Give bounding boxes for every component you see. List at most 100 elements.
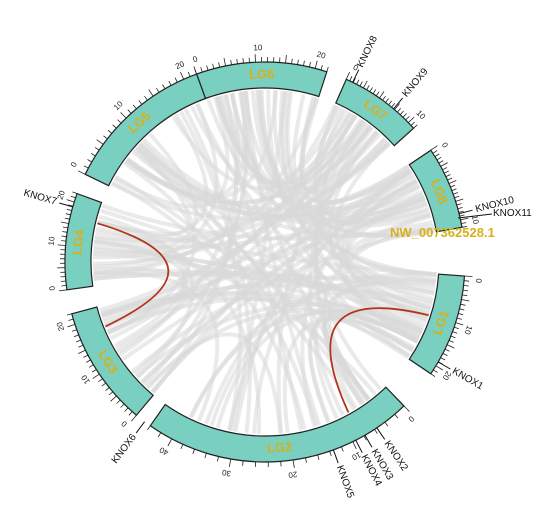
tick-mark [66,199,75,203]
tick-label: 10 [350,450,362,462]
tick-label: 20 [55,320,66,332]
tick-mark [369,87,373,92]
gene-tick [332,449,339,464]
tick-mark [83,165,89,169]
tick-mark [88,364,94,368]
tick-mark [297,59,299,65]
segment-band [71,306,155,417]
tick-label: 0 [440,141,450,150]
tick-label: 20 [316,50,327,61]
tick-mark [309,62,311,68]
tick-mark [148,89,154,97]
synteny-link [209,272,437,427]
tick-mark [460,217,469,221]
tick-mark [65,213,71,216]
scaffold-label: NW_007362528.1 [390,225,495,240]
tick-mark [236,58,238,64]
synteny-link [95,226,188,348]
synteny-link [339,179,419,344]
tick-mark [98,378,103,382]
tick-mark [212,63,215,69]
synteny-link [131,91,247,197]
tick-mark [58,289,67,292]
tick-mark [457,207,463,210]
tick-mark [453,326,459,330]
tick-mark [405,116,410,121]
tick-mark [223,58,226,66]
tick-mark [124,407,129,412]
tick-label: 0 [47,285,57,291]
tick-mark [442,167,448,171]
tick-mark [292,459,295,468]
tick-mark [305,457,307,463]
tick-mark [96,139,104,145]
tick-mark [363,435,367,441]
tick-mark [157,432,162,438]
tick-mark [456,317,462,320]
synteny-link [126,90,278,200]
tick-mark [399,110,404,115]
tick-mark [144,95,148,101]
tick-mark [410,121,415,126]
tick-mark [86,359,91,363]
highlighted-link [329,307,429,413]
gene-label-knox1: KNOX1 [450,366,485,393]
gene-label-knox6: KNOX6 [110,432,139,466]
gene-label-knox11: KNOX11 [493,208,532,219]
tick-mark [372,89,377,94]
tick-mark [62,231,68,233]
gene-label-knox9: KNOX9 [400,66,430,99]
tick-mark [138,100,143,105]
synteny-link [250,90,435,297]
tick-mark [92,373,100,379]
tick-mark [440,357,446,361]
segment-band [64,192,103,291]
tick-mark [375,91,380,97]
tick-label: 10 [47,236,57,246]
tick-mark [432,150,438,154]
tick-mark [314,60,318,69]
tick-mark [459,308,465,311]
tick-label: 0 [192,54,200,64]
gene-label-knox5: KNOX5 [334,464,356,500]
tick-mark [71,329,77,332]
tick-mark [162,84,166,90]
tick-mark [430,373,436,377]
segment-lg6: 0 10 20 LG6 [192,43,329,100]
segment-band [408,273,466,375]
synteny-link [285,91,437,282]
gene-tick [355,439,363,453]
tick-mark [435,365,444,371]
synteny-link [291,93,382,192]
tick-mark [117,119,122,124]
tick-mark [385,98,389,103]
tick-mark [105,387,110,391]
tick-mark [461,226,467,228]
tick-mark [464,275,473,277]
tick-label: 10 [253,43,263,52]
gene-tick [458,209,473,215]
tick-mark [66,313,72,316]
tick-mark [446,344,455,349]
tick-mark [120,112,127,119]
tick-mark [110,395,117,402]
tick-mark [462,294,468,297]
tick-mark [436,156,442,161]
tick-mark [303,60,305,66]
tick-label: 0 [474,278,483,284]
gene-tick [437,361,451,370]
tick-mark [460,303,466,306]
tick-mark [76,339,81,343]
tick-mark [180,71,185,80]
segment-lg2: 0 10 20 30 40 LG2 [147,386,416,480]
synteny-links-background [92,89,437,434]
gene-label-knox8: KNOX8 [355,34,380,70]
synteny-link [100,123,370,318]
synteny-link [252,168,412,434]
tick-label: 10 [414,108,427,121]
tick-mark [391,103,396,108]
tick-label: 0 [119,419,129,429]
tick-mark [317,454,320,460]
